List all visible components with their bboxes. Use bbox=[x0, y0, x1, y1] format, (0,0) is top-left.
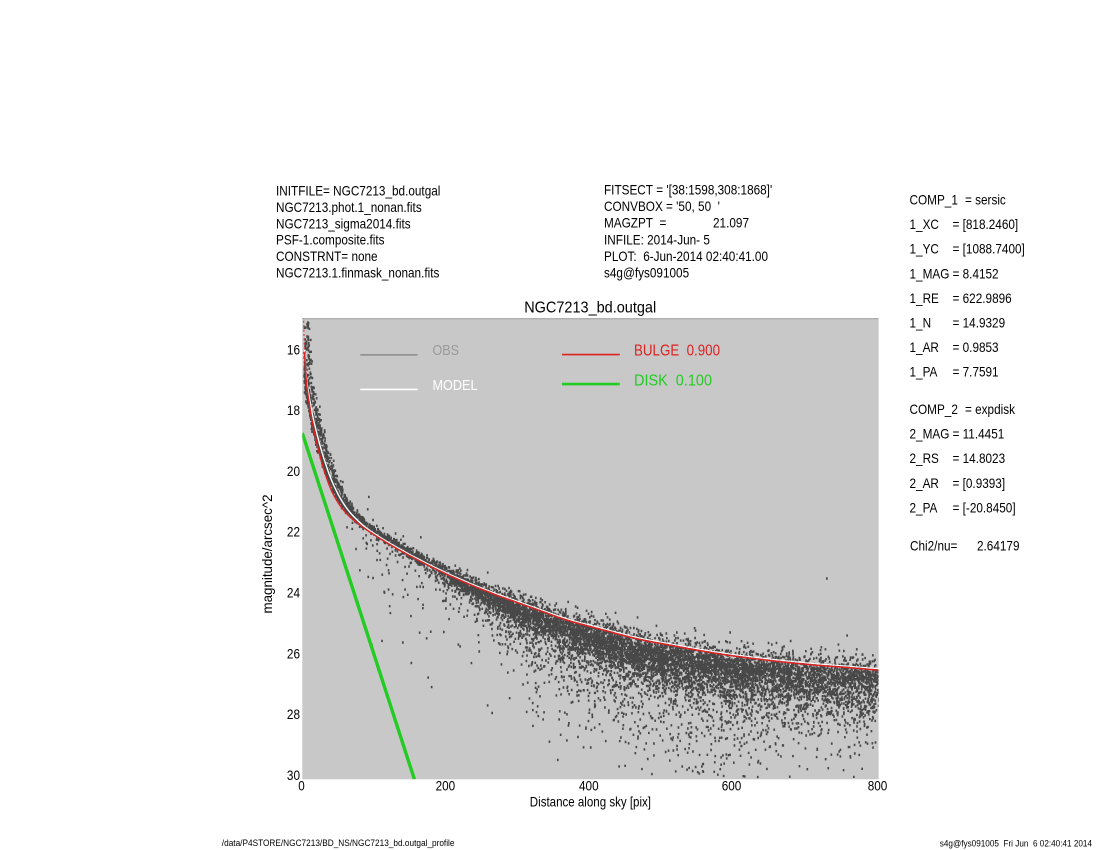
svg-text:PLOT: 6-Jun-2014 02:40:41.00: PLOT: 6-Jun-2014 02:40:41.00 bbox=[604, 248, 768, 264]
svg-text:= [1088.7400]: = [1088.7400] bbox=[953, 241, 1025, 257]
svg-text:PSF-1.composite.fits: PSF-1.composite.fits bbox=[276, 232, 385, 248]
svg-text:24: 24 bbox=[287, 584, 300, 600]
svg-text:/data/P4STORE/NGC7213/BD_NS/NG: /data/P4STORE/NGC7213/BD_NS/NGC7213_bd.o… bbox=[222, 838, 455, 848]
svg-text:NGC7213.phot.1_nonan.fits: NGC7213.phot.1_nonan.fits bbox=[276, 199, 422, 215]
svg-text:1_PA: 1_PA bbox=[910, 364, 938, 380]
svg-text:2.64179: 2.64179 bbox=[977, 538, 1020, 554]
svg-text:magnitude/arcsec^2: magnitude/arcsec^2 bbox=[259, 494, 275, 613]
svg-text:22: 22 bbox=[287, 524, 300, 540]
svg-text:30: 30 bbox=[287, 767, 300, 783]
svg-text:MODEL: MODEL bbox=[433, 377, 478, 394]
svg-text:MAGZPT =: MAGZPT = bbox=[604, 215, 666, 231]
svg-text:16: 16 bbox=[287, 341, 300, 357]
svg-text:26: 26 bbox=[287, 645, 300, 661]
svg-text:800: 800 bbox=[868, 777, 888, 793]
svg-text:18: 18 bbox=[287, 402, 300, 418]
svg-text:= 7.7591: = 7.7591 bbox=[953, 364, 999, 380]
svg-text:INFILE: 2014-Jun- 5: INFILE: 2014-Jun- 5 bbox=[604, 231, 710, 247]
svg-text:= 11.4451: = 11.4451 bbox=[953, 426, 1005, 442]
svg-text:COMP_1: COMP_1 bbox=[910, 192, 959, 208]
svg-text:= 14.9329: = 14.9329 bbox=[953, 315, 1006, 331]
svg-text:400: 400 bbox=[579, 777, 599, 793]
svg-text:= 14.8023: = 14.8023 bbox=[953, 450, 1006, 466]
svg-text:1_RE: 1_RE bbox=[910, 290, 939, 306]
svg-text:2_MAG: 2_MAG bbox=[910, 426, 950, 442]
svg-text:NGC7213_sigma2014.fits: NGC7213_sigma2014.fits bbox=[276, 215, 411, 231]
svg-text:= [818.2460]: = [818.2460] bbox=[953, 216, 1019, 232]
svg-text:20: 20 bbox=[287, 463, 300, 479]
svg-text:= sersic: = sersic bbox=[965, 192, 1006, 208]
svg-text:Distance along sky [pix]: Distance along sky [pix] bbox=[530, 793, 651, 809]
svg-text:2_AR: 2_AR bbox=[910, 475, 939, 491]
svg-text:NGC7213_bd.outgal: NGC7213_bd.outgal bbox=[524, 299, 656, 316]
svg-text:OBS: OBS bbox=[433, 342, 460, 359]
svg-text:21.097: 21.097 bbox=[713, 215, 749, 231]
svg-text:DISK 0.100: DISK 0.100 bbox=[634, 373, 712, 390]
svg-text:= 8.4152: = 8.4152 bbox=[953, 265, 999, 281]
svg-text:1_AR: 1_AR bbox=[910, 339, 939, 355]
svg-text:2_RS: 2_RS bbox=[910, 450, 939, 466]
svg-text:600: 600 bbox=[722, 777, 742, 793]
svg-text:= 622.9896: = 622.9896 bbox=[953, 290, 1012, 306]
svg-text:1_MAG: 1_MAG bbox=[910, 265, 950, 281]
svg-text:COMP_2: COMP_2 bbox=[910, 401, 959, 417]
svg-text:2_PA: 2_PA bbox=[910, 499, 938, 515]
svg-text:0: 0 bbox=[298, 777, 305, 793]
svg-text:1_XC: 1_XC bbox=[910, 216, 939, 232]
svg-text:28: 28 bbox=[287, 706, 300, 722]
svg-text:s4g@fys091005 Fri Jun 6 02:4: s4g@fys091005 Fri Jun 6 02:40:41 2014 bbox=[940, 839, 1092, 849]
svg-text:s4g@fys091005: s4g@fys091005 bbox=[604, 265, 689, 281]
svg-text:NGC7213.1.finmask_nonan.fits: NGC7213.1.finmask_nonan.fits bbox=[276, 264, 439, 280]
svg-text:= expdisk: = expdisk bbox=[965, 401, 1016, 417]
svg-text:INITFILE= NGC7213_bd.outgal: INITFILE= NGC7213_bd.outgal bbox=[276, 183, 440, 199]
svg-text:Chi2/nu=: Chi2/nu= bbox=[910, 538, 957, 554]
svg-text:CONSTRNT= none: CONSTRNT= none bbox=[276, 248, 378, 264]
svg-text:1_YC: 1_YC bbox=[910, 241, 939, 257]
svg-text:FITSECT = '[38:1598,308:1868]': FITSECT = '[38:1598,308:1868]' bbox=[604, 182, 772, 198]
svg-text:= [-20.8450]: = [-20.8450] bbox=[953, 499, 1016, 515]
svg-text:= [0.9393]: = [0.9393] bbox=[953, 475, 1006, 491]
svg-text:BULGE 0.900: BULGE 0.900 bbox=[634, 343, 720, 360]
svg-text:200: 200 bbox=[436, 777, 456, 793]
svg-text:CONVBOX = '50, 50 ': CONVBOX = '50, 50 ' bbox=[604, 198, 720, 214]
svg-text:1_N: 1_N bbox=[910, 315, 932, 331]
svg-text:= 0.9853: = 0.9853 bbox=[953, 339, 999, 355]
